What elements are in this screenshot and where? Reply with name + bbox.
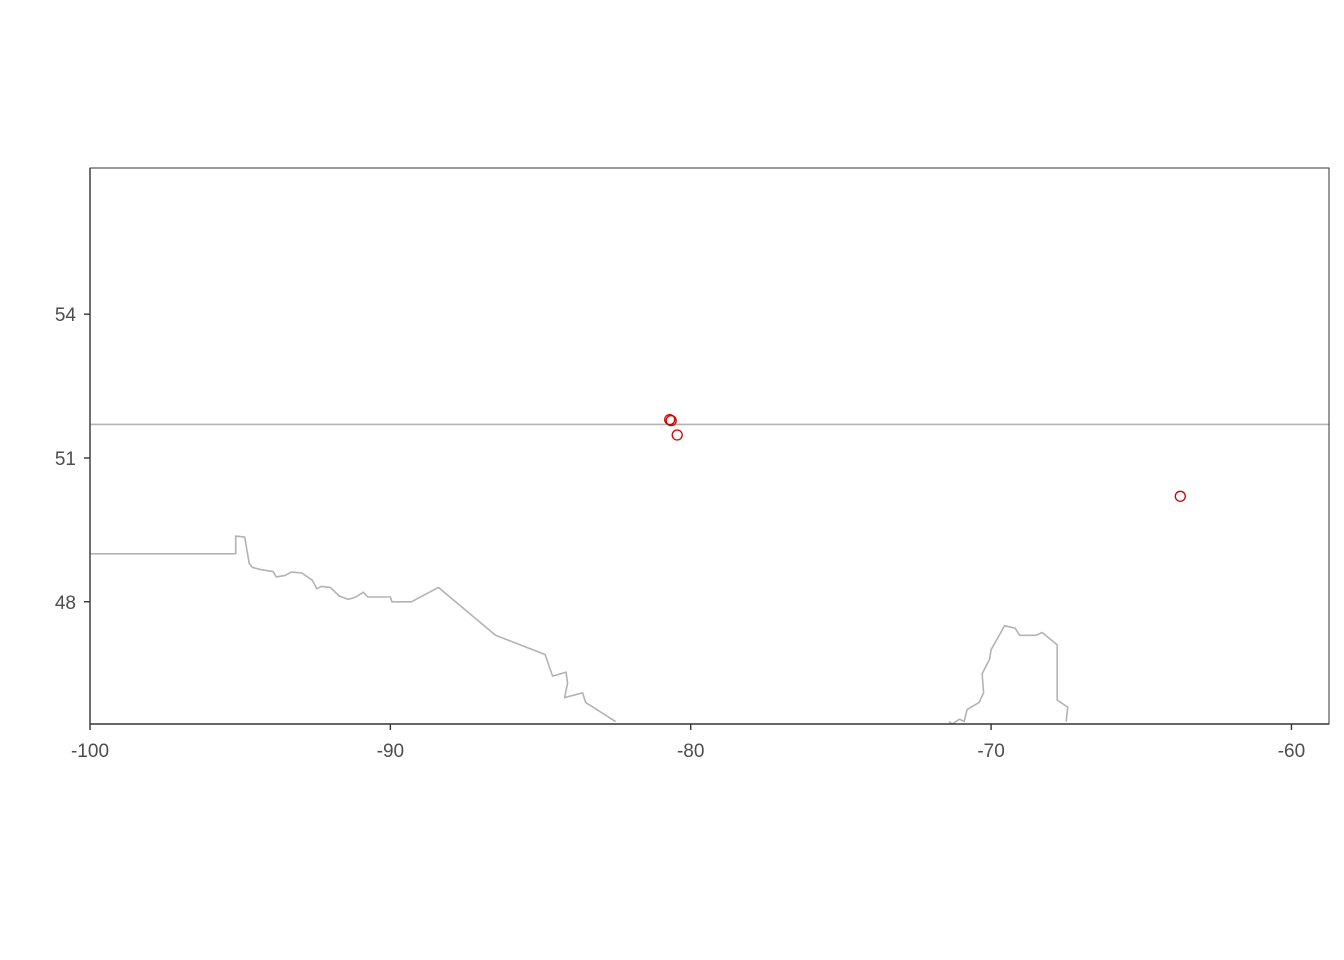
x-tick-label: -100 — [71, 741, 109, 762]
x-tick-label: -90 — [377, 741, 404, 762]
x-tick-label: -60 — [1278, 741, 1305, 762]
boundary-border-west — [90, 535, 617, 723]
data-point — [671, 429, 683, 441]
panel-background — [90, 168, 1329, 724]
data-point — [1174, 490, 1186, 502]
x-tick-label: -70 — [977, 741, 1004, 762]
boundary-border-east — [948, 624, 1069, 724]
points-layer — [664, 413, 1186, 502]
y-axis-ticks: 48 51 54 — [55, 305, 90, 614]
y-tick-label: 54 — [55, 305, 77, 326]
boundaries-layer — [90, 423, 1329, 724]
y-tick-label: 48 — [55, 593, 76, 614]
data-point — [664, 413, 676, 426]
x-axis-ticks: -100 -90 -80 -70 -60 — [71, 724, 1305, 762]
x-tick-label: -80 — [677, 741, 704, 762]
data-point — [665, 414, 677, 427]
y-tick-label: 51 — [55, 449, 76, 470]
